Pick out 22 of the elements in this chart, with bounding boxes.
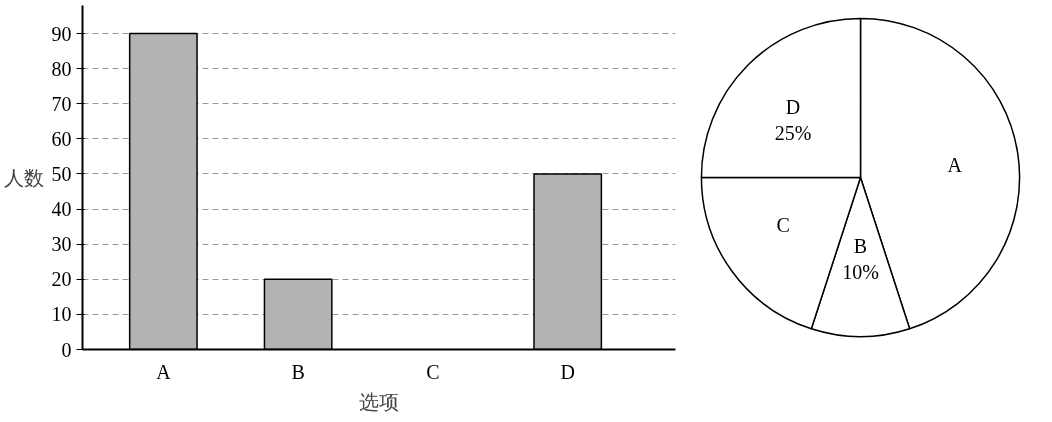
y-tick-label: 90 [51,22,72,45]
slice-label: C [776,214,790,237]
y-tick-label: 80 [51,57,72,80]
y-tick-label: 50 [51,162,72,185]
x-tick-label: C [426,360,440,383]
y-tick-label: 0 [61,338,72,361]
data-label: 10% [842,260,879,283]
slice-label: B [853,234,868,257]
x-tick-label: A [156,360,172,383]
data-label: 25% [774,122,812,145]
y-tick-label: 70 [51,92,72,115]
y-tick-label: 30 [51,233,72,256]
y-tick-label: 10 [51,303,72,326]
slice-label: A [947,153,963,176]
y-tick-label: 20 [51,268,72,291]
y-tick-label: 60 [51,127,72,150]
y-axis-title: 人数 [3,166,44,189]
slice-label: D [785,95,801,118]
x-tick-label: B [291,360,305,383]
x-axis-title: 选项 [359,390,399,413]
x-tick-label: D [560,360,575,383]
y-tick-label: 40 [51,198,72,221]
